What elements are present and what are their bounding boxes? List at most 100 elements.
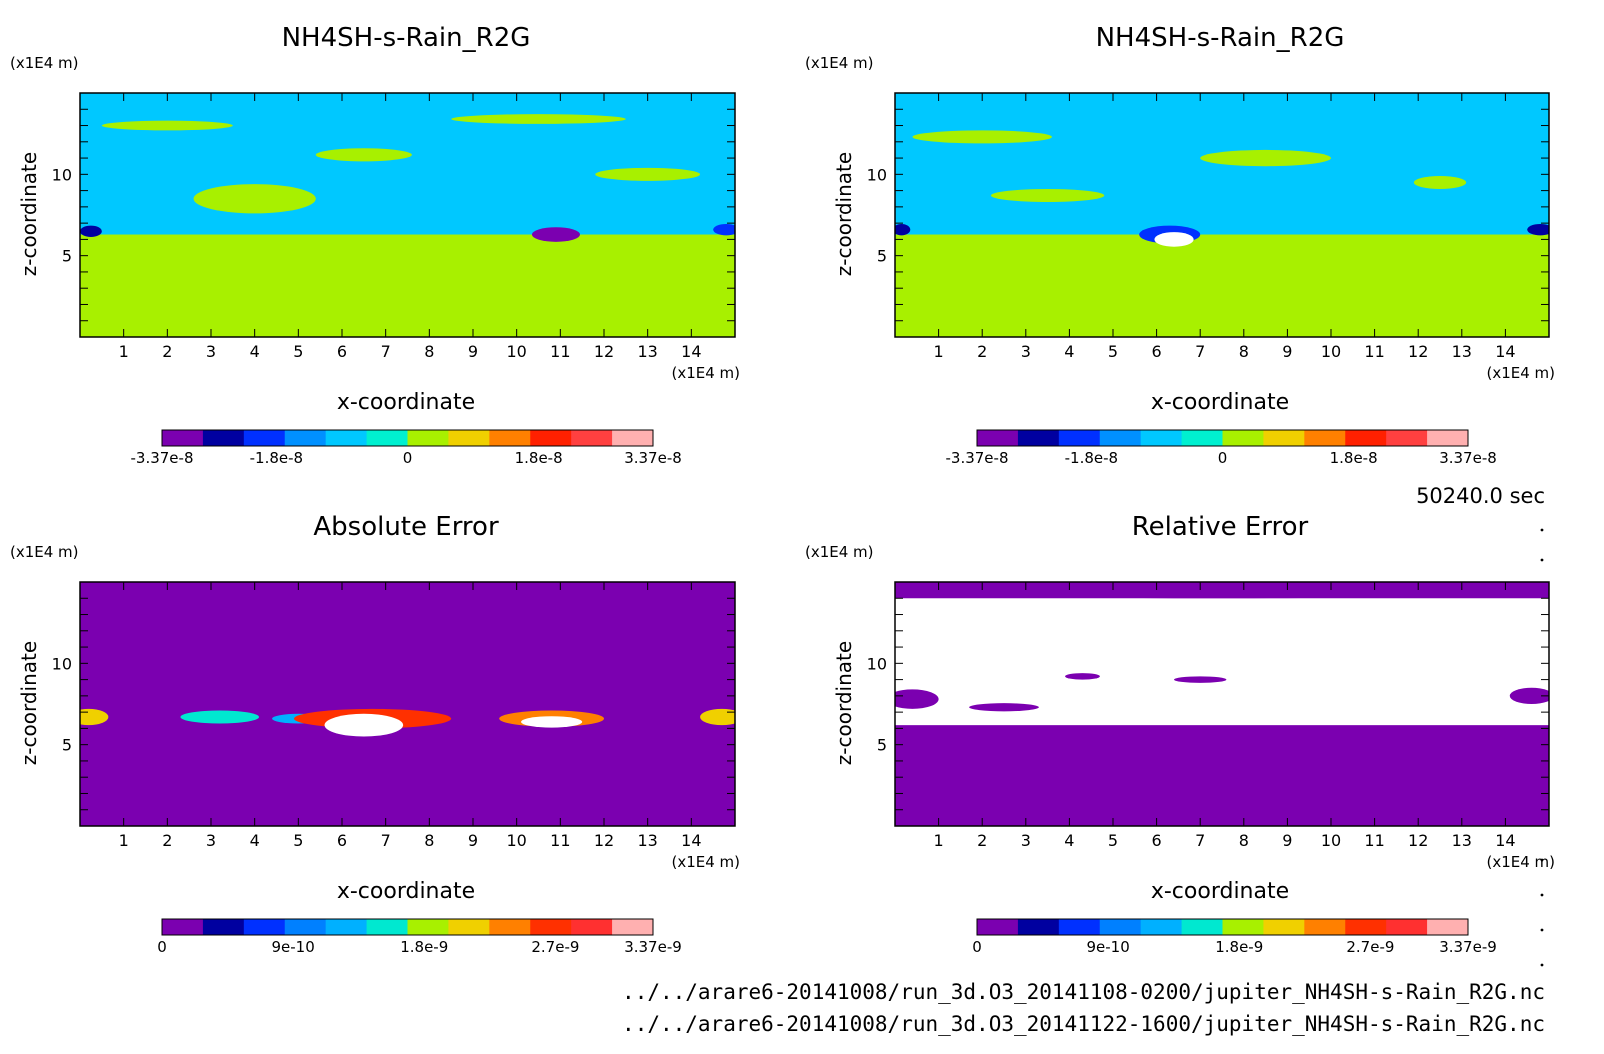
colorbar-label: 1.8e-8 (1330, 449, 1378, 467)
x-tick-label: 13 (637, 831, 657, 850)
colorbar-segment (571, 430, 613, 446)
x-tick-label: 5 (293, 831, 303, 850)
edge-dot (1540, 928, 1544, 932)
x-tick-label: 3 (206, 342, 216, 361)
field-region (180, 710, 260, 724)
colorbar-frame (161, 429, 654, 447)
colorbar-frame (976, 918, 1469, 936)
colorbar: -3.37e-8 -1.8e-8 0 1.8e-8 3.37e-8 (131, 429, 682, 467)
colorbar-label: 0 (972, 938, 982, 956)
panel-bottom-left: Absolute Error (x1E4 m) (x1E4 m) x-coord… (10, 512, 740, 956)
y-unit-label: (x1E4 m) (10, 543, 79, 561)
y-tick-label: 10 (867, 165, 887, 184)
colorbar-segment (1427, 430, 1469, 446)
colorbar-label: 0 (157, 938, 167, 956)
panel-title: NH4SH-s-Rain_R2G (282, 23, 531, 53)
field-region (1527, 223, 1549, 236)
edge-dot (1540, 528, 1544, 532)
x-axis-title: x-coordinate (337, 879, 475, 904)
colorbar-label: -3.37e-8 (131, 449, 194, 467)
field-region (324, 713, 404, 737)
x-tick-label: 8 (1239, 342, 1249, 361)
x-tick-label: 8 (1239, 831, 1249, 850)
x-tick-label: 7 (381, 342, 391, 361)
x-tick-label: 3 (1021, 831, 1031, 850)
colorbar-segment (1140, 919, 1183, 935)
field-region (912, 130, 1052, 144)
colorbar-segment (1099, 430, 1142, 446)
colorbar-segment (202, 430, 245, 446)
field-region (531, 227, 580, 242)
field-region (595, 167, 701, 181)
field-region (895, 689, 939, 709)
field-region (80, 225, 102, 237)
x-tick-label: 12 (594, 831, 614, 850)
file-path-2: ../../arare6-20141008/run_3d.O3_20141122… (622, 1012, 1545, 1036)
colorbar-segment (243, 919, 286, 935)
field-region (80, 708, 109, 726)
x-tick-label: 13 (1452, 831, 1472, 850)
colorbar-label: 2.7e-9 (1346, 938, 1394, 956)
x-tick-label: 6 (1152, 342, 1162, 361)
colorbar-segment (162, 430, 204, 446)
colorbar-segment (407, 430, 449, 446)
field-region (700, 708, 735, 726)
x-tick-label: 6 (337, 342, 347, 361)
x-tick-label: 6 (1152, 831, 1162, 850)
field-region (1154, 232, 1194, 247)
x-tick-label: 12 (1408, 342, 1428, 361)
edge-dot (1540, 858, 1544, 862)
colorbar-segment (1017, 919, 1060, 935)
colorbar-segment (530, 919, 572, 935)
colorbar-label: 3.37e-9 (1439, 938, 1497, 956)
field-region (101, 120, 233, 131)
colorbar-segment (366, 430, 408, 446)
colorbar-segment (1263, 919, 1305, 935)
colorbar-label: -1.8e-8 (1065, 449, 1118, 467)
x-tick-label: 10 (506, 342, 526, 361)
x-tick-label: 1 (119, 342, 129, 361)
x-tick-label: 2 (162, 831, 172, 850)
x-tick-label: 8 (424, 342, 434, 361)
colorbar-segment (1263, 430, 1305, 446)
x-unit-label: (x1E4 m) (671, 364, 740, 382)
y-axis-title: z-coordinate (832, 641, 856, 765)
field-region (895, 223, 911, 236)
x-tick-label: 11 (550, 342, 570, 361)
x-tick-label: 7 (1195, 342, 1205, 361)
field-background (80, 582, 735, 826)
file-path-1: ../../arare6-20141008/run_3d.O3_20141108… (622, 980, 1545, 1004)
plot-frame (79, 92, 736, 338)
y-tick-label: 10 (52, 165, 72, 184)
x-tick-label: 14 (1495, 342, 1515, 361)
colorbar-label: 9e-10 (1086, 938, 1129, 956)
colorbar-segment (1181, 430, 1223, 446)
panel-title: NH4SH-s-Rain_R2G (1096, 23, 1345, 53)
x-tick-label: 13 (637, 342, 657, 361)
panel-top-right: NH4SH-s-Rain_R2G (x1E4 m) (x1E4 m) x-coo… (805, 23, 1555, 467)
colorbar-segment (977, 919, 1019, 935)
colorbar-segment (284, 430, 327, 446)
x-unit-label: (x1E4 m) (1486, 853, 1555, 871)
colorbar-segment (530, 430, 572, 446)
colorbar-segment (202, 919, 245, 935)
colorbar: -3.37e-8 -1.8e-8 0 1.8e-8 3.37e-8 (946, 429, 1497, 467)
field-region (713, 223, 735, 236)
x-tick-label: 1 (934, 831, 944, 850)
x-tick-label: 6 (337, 831, 347, 850)
colorbar-segment (612, 919, 654, 935)
field-region (451, 114, 626, 124)
x-tick-label: 10 (506, 831, 526, 850)
plot-frame (79, 581, 736, 827)
x-tick-label: 12 (594, 342, 614, 361)
x-tick-label: 4 (1064, 342, 1074, 361)
x-tick-label: 3 (1021, 342, 1031, 361)
x-tick-label: 4 (250, 831, 260, 850)
x-tick-label: 9 (1282, 831, 1292, 850)
colorbar-segment (1181, 919, 1223, 935)
y-tick-label: 5 (62, 736, 72, 755)
